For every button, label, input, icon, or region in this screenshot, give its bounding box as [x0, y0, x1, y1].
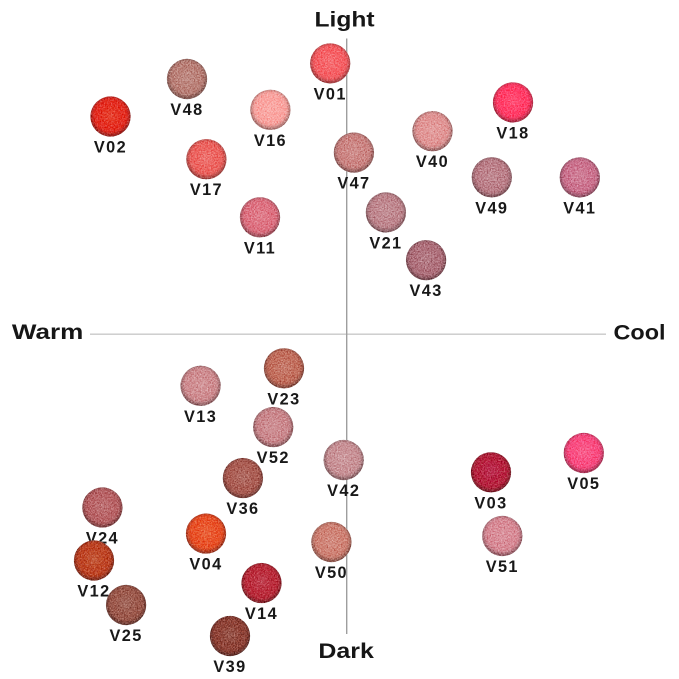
svg-text:V47: V47 [337, 175, 370, 193]
svg-text:V05: V05 [567, 475, 600, 493]
svg-text:V02: V02 [94, 139, 127, 157]
svg-text:V43: V43 [410, 282, 443, 300]
svg-text:V52: V52 [257, 449, 290, 467]
svg-text:V21: V21 [369, 234, 402, 252]
svg-text:V41: V41 [563, 199, 596, 217]
svg-text:V51: V51 [486, 558, 519, 576]
svg-text:V17: V17 [190, 181, 223, 199]
svg-text:V12: V12 [77, 583, 110, 601]
svg-text:V11: V11 [244, 239, 276, 257]
svg-text:V25: V25 [110, 627, 143, 645]
svg-text:Cool: Cool [614, 322, 666, 345]
svg-text:V16: V16 [254, 132, 287, 150]
svg-text:V39: V39 [213, 658, 246, 676]
svg-text:Warm: Warm [12, 321, 84, 344]
svg-text:V42: V42 [327, 482, 360, 500]
svg-text:V40: V40 [416, 153, 449, 171]
svg-text:V01: V01 [314, 85, 347, 103]
svg-text:V18: V18 [496, 124, 529, 142]
svg-text:V03: V03 [474, 494, 507, 512]
svg-text:Dark: Dark [318, 640, 374, 663]
svg-text:V13: V13 [184, 408, 217, 426]
svg-text:V23: V23 [267, 390, 300, 408]
svg-text:V49: V49 [475, 199, 508, 217]
svg-text:Light: Light [315, 9, 375, 32]
svg-text:V14: V14 [245, 605, 278, 623]
svg-text:V04: V04 [189, 556, 222, 574]
svg-text:V36: V36 [226, 500, 259, 518]
svg-text:V50: V50 [315, 564, 348, 582]
svg-text:V48: V48 [170, 101, 203, 119]
